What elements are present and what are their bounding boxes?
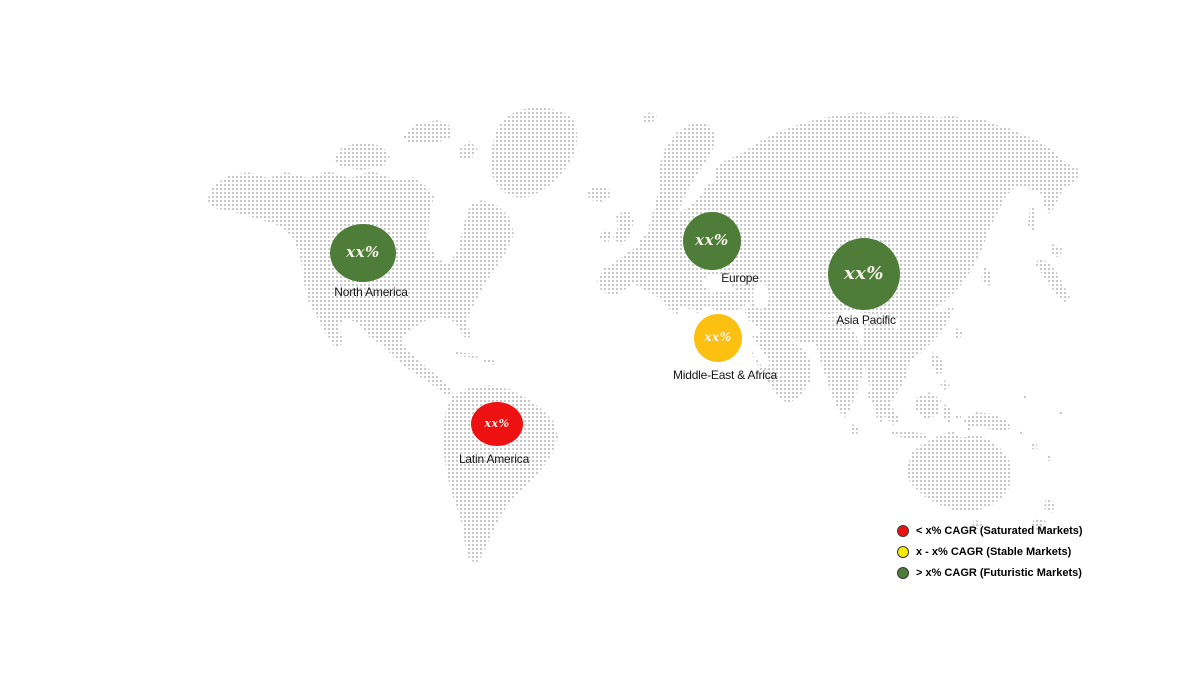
arabia	[750, 330, 812, 404]
region-label-north-america: North America	[334, 285, 408, 299]
continent-asia	[640, 112, 1080, 324]
continent-north-america	[207, 171, 514, 397]
ireland	[599, 229, 612, 243]
region-cagr-value: xx%	[346, 243, 380, 261]
pacific-islands	[1018, 394, 1063, 461]
iceland	[586, 186, 611, 202]
italy	[655, 286, 680, 315]
region-cagr-value: xx%	[843, 262, 885, 284]
legend-item-saturated: < x% CAGR (Saturated Markets)	[897, 521, 1083, 541]
china-southeast	[896, 305, 955, 368]
philippines	[931, 352, 950, 390]
greenland	[489, 107, 578, 198]
legend-item-stable: x - x% CAGR (Stable Markets)	[897, 542, 1083, 562]
iberia	[597, 262, 639, 295]
arctic-islands	[333, 120, 478, 170]
new-zealand-south	[1030, 517, 1046, 532]
region-bubble-asia-pacific: xx%	[828, 238, 900, 310]
legend: < x% CAGR (Saturated Markets) x - x% CAG…	[897, 521, 1083, 584]
india	[814, 316, 864, 418]
new-guinea	[962, 412, 1012, 432]
legend-swatch-green-icon	[897, 567, 909, 579]
legend-item-futuristic: > x% CAGR (Futuristic Markets)	[897, 563, 1083, 583]
region-cagr-value: xx%	[704, 330, 732, 344]
legend-label: x - x% CAGR (Stable Markets)	[916, 546, 1072, 558]
svalbard	[642, 112, 657, 123]
region-cagr-value: xx%	[695, 231, 729, 249]
taiwan	[953, 328, 963, 340]
region-bubble-north-america: xx%	[330, 224, 396, 282]
region-label-latin-america: Latin America	[458, 452, 530, 466]
region-label-asia-pacific: Asia Pacific	[836, 313, 896, 327]
sri-lanka	[849, 424, 860, 436]
hokkaido	[1050, 244, 1062, 258]
inland-seas	[704, 274, 771, 369]
korea	[981, 266, 992, 286]
united-kingdom	[613, 209, 634, 245]
japan	[1035, 258, 1070, 303]
middle-east	[744, 300, 836, 344]
region-bubble-europe: xx%	[683, 212, 741, 270]
indonesia	[866, 390, 979, 439]
sakhalin	[1028, 206, 1036, 232]
legend-swatch-red-icon	[897, 525, 909, 537]
balkans-greece	[686, 284, 712, 314]
legend-label: > x% CAGR (Futuristic Markets)	[916, 567, 1082, 579]
region-bubble-middle-east-africa: xx%	[694, 314, 742, 362]
legend-swatch-yellow-icon	[897, 546, 909, 558]
region-bubble-latin-america: xx%	[471, 402, 523, 446]
region-label-europe: Europe	[721, 271, 759, 285]
tasmania	[972, 520, 983, 530]
region-cagr-value: xx%	[484, 416, 510, 430]
legend-label: < x% CAGR (Saturated Markets)	[916, 525, 1083, 537]
new-zealand-north	[1044, 497, 1055, 514]
scandinavia	[648, 123, 716, 233]
caribbean-islands	[456, 352, 496, 365]
anatolia	[706, 290, 748, 312]
region-label-middle-east-africa: Middle-East & Africa	[672, 368, 778, 382]
australia	[906, 431, 1012, 512]
